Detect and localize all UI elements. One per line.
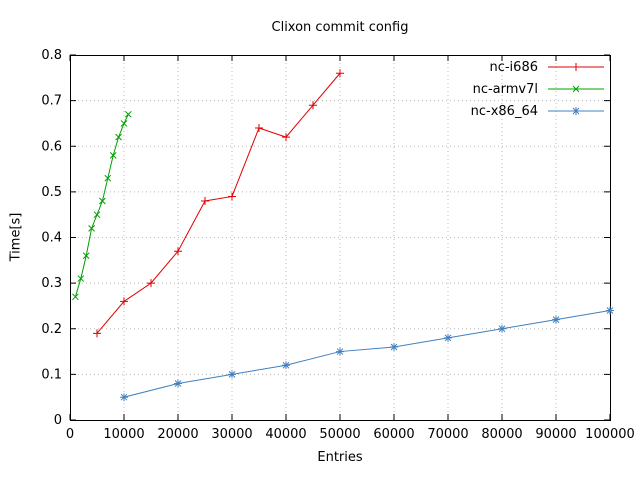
- legend-label: nc-i686: [489, 60, 538, 75]
- x-tick-label: 100000: [585, 427, 635, 442]
- series-nc-i686: [93, 69, 344, 338]
- legend-marker-icon: [572, 85, 580, 93]
- y-tick-label: 0.7: [41, 94, 62, 109]
- series-nc-armv7l: [72, 110, 132, 301]
- y-tick-label: 0.3: [41, 276, 62, 291]
- y-axis-label: Time[s]: [8, 212, 24, 262]
- chart-title: Clixon commit config: [271, 20, 409, 35]
- y-tick-label: 0.8: [41, 48, 62, 63]
- x-tick-label: 60000: [373, 427, 414, 442]
- axes: [69, 54, 611, 421]
- y-tick-label: 0.4: [41, 231, 62, 246]
- legend: nc-i686 nc-armv7l nc-x86_64: [471, 60, 604, 119]
- x-tick-label: 0: [66, 427, 74, 442]
- x-tick-label: 50000: [319, 427, 360, 442]
- legend-marker-icon: [572, 107, 580, 115]
- tick-labels: 0 10000 20000 30000 40000 50000 60000 70000 8000…: [41, 48, 635, 442]
- grid-lines: [70, 55, 610, 420]
- x-tick-label: 40000: [265, 427, 306, 442]
- x-tick-label: 80000: [481, 427, 522, 442]
- legend-label: nc-x86_64: [471, 104, 538, 119]
- legend-item-nc-i686: nc-i686: [489, 60, 604, 75]
- legend-marker-icon: [572, 63, 580, 71]
- y-tick-label: 0.2: [41, 322, 62, 337]
- legend-item-nc-x86_64: nc-x86_64: [471, 104, 604, 119]
- x-tick-label: 20000: [157, 427, 198, 442]
- x-axis-label: Entries: [317, 450, 363, 465]
- x-tick-label: 90000: [535, 427, 576, 442]
- x-tick-label: 30000: [211, 427, 252, 442]
- x-tick-label: 70000: [427, 427, 468, 442]
- y-tick-label: 0: [54, 413, 62, 428]
- series-nc-x86_64: [120, 306, 614, 402]
- y-tick-label: 0.6: [41, 139, 62, 154]
- y-tick-label: 0.1: [41, 367, 62, 382]
- legend-item-nc-armv7l: nc-armv7l: [473, 82, 604, 97]
- x-tick-label: 10000: [103, 427, 144, 442]
- y-tick-label: 0.5: [41, 185, 62, 200]
- legend-label: nc-armv7l: [473, 82, 538, 97]
